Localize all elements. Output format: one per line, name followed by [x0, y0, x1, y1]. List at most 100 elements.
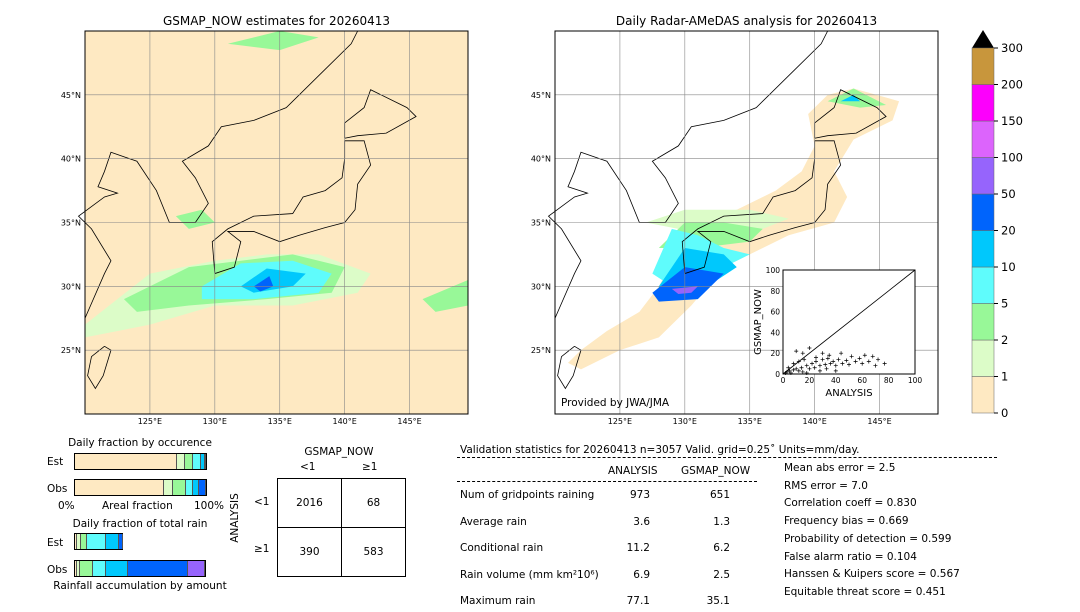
score: Mean abs error = 2.5: [784, 462, 896, 474]
colorbar-label: 1: [1001, 370, 1008, 384]
ct-row-ge: ≥1: [254, 543, 270, 555]
scatter-point: [844, 358, 849, 363]
stats-header: Validation statistics for 20260413 n=305…: [460, 444, 860, 456]
scatter-point: [862, 353, 867, 358]
colorbar-label: 50: [1001, 187, 1016, 201]
lat-tick: 40°N: [61, 155, 81, 164]
scatter-point: [857, 356, 862, 361]
scatter-point: [820, 351, 825, 356]
colorbar-segment: [971, 157, 995, 195]
bar-segment: [199, 480, 206, 495]
bar-segment: [186, 480, 193, 495]
bar-segment: [128, 561, 189, 576]
lat-tick: 45°N: [531, 91, 551, 100]
coastline: [77, 30, 359, 319]
scatter-point: [794, 349, 799, 354]
scatter-xtick: 100: [908, 376, 923, 385]
scatter-ytick: 100: [766, 266, 781, 275]
occ-left: 0%: [58, 500, 75, 512]
totalrain-est-bar: [74, 533, 123, 550]
scatter-point: [840, 361, 845, 366]
occurrence-obs-bar: [74, 479, 207, 496]
scatter-point: [814, 359, 818, 364]
tr-obs-label: Obs: [47, 564, 68, 576]
scatter-ylabel: GSMAP_NOW: [753, 289, 764, 355]
diagonal-line: [782, 269, 916, 375]
scatter-point: [823, 362, 828, 367]
colorbar-label: 5: [1001, 297, 1008, 311]
ct-row-title: ANALYSIS: [228, 493, 241, 543]
bar-segment: [118, 534, 123, 549]
rain-area: [175, 209, 215, 229]
lat-tick: 40°N: [531, 155, 551, 164]
ct-row-lt: <1: [254, 496, 270, 508]
occ-est-label: Est: [47, 456, 64, 468]
occ-obs-label: Obs: [47, 483, 68, 495]
bar-segment: [105, 561, 129, 576]
score: Correlation coeff = 0.830: [784, 497, 917, 510]
stat-label: Maximum rain: [460, 595, 536, 607]
ct-d: 583: [341, 527, 406, 577]
bar-segment: [200, 454, 205, 469]
ct-b: 68: [341, 478, 406, 528]
scatter-point: [849, 354, 854, 359]
scatter-point: [833, 363, 838, 368]
lon-tick: 130°E: [203, 417, 227, 426]
occ-mid: Areal fraction: [102, 500, 173, 512]
totalrain-title: Daily fraction of total rain: [72, 518, 208, 530]
coastline: [814, 89, 887, 139]
colorbar-segment: [971, 120, 995, 158]
bar-segment: [177, 454, 186, 469]
scatter-point: [800, 351, 805, 356]
ct-col-title: GSMAP_NOW: [304, 446, 374, 458]
bar-segment: [164, 480, 174, 495]
colorbar-segment: [971, 230, 995, 268]
scatter-point: [853, 359, 858, 364]
lon-tick: 125°E: [138, 417, 162, 426]
score: RMS error = 7.0: [784, 479, 868, 492]
lat-tick: 45°N: [61, 91, 81, 100]
scatter-point: [870, 354, 875, 359]
stat-gsmap: 6.2: [713, 542, 730, 554]
provider-note: Provided by JWA/JMA: [561, 397, 670, 409]
coastline: [547, 30, 829, 319]
map-0: [77, 30, 469, 415]
occurrence-est-bar: [74, 453, 207, 470]
maps-svg: 125°E 130°E 135°E 140°E 145°E 45°N 40°N 35°N 30°…: [61, 30, 1023, 426]
colorbar-segment: [971, 303, 995, 341]
bar-segment: [192, 480, 200, 495]
score: Probability of detection = 0.599: [784, 532, 952, 545]
scatter-point: [833, 368, 838, 373]
scatter-point: [804, 363, 809, 368]
rain-area: [422, 279, 468, 312]
scatter-point: [804, 370, 809, 375]
occurrence-title: Daily fraction by occurence: [68, 437, 212, 449]
ct-col-lt: <1: [300, 461, 316, 473]
scatter-point: [786, 365, 791, 370]
bar-segment: [204, 454, 206, 469]
scatter-point: [799, 365, 804, 370]
scatter-point: [866, 359, 871, 364]
colorbar-segment: [971, 376, 995, 414]
lon-tick: 140°E: [332, 417, 356, 426]
rain-area: [253, 276, 274, 292]
scatter-point: [787, 368, 792, 373]
scatter-point: [860, 361, 865, 366]
totalrain-obs-bar: [74, 560, 207, 577]
map-frame: [84, 30, 469, 415]
scatter-point: [796, 368, 801, 373]
ct-col-ge: ≥1: [362, 461, 378, 473]
score: Equitable threat score = 0.451: [784, 585, 946, 598]
bar-segment: [192, 454, 201, 469]
colorbar-label: 2: [1001, 333, 1008, 347]
scatter-point: [828, 361, 833, 366]
bar-segment: [92, 561, 106, 576]
scatter-xtick: 60: [857, 376, 867, 385]
scatter-point: [800, 369, 805, 374]
scatter-point: [794, 366, 799, 371]
colorbar-label: 200: [1001, 78, 1023, 92]
stats-col2: GSMAP_NOW: [681, 465, 751, 477]
scatter-ytick: 40: [770, 328, 780, 337]
colorbar-label: 150: [1001, 114, 1023, 128]
colorbar-segment: [971, 84, 995, 122]
